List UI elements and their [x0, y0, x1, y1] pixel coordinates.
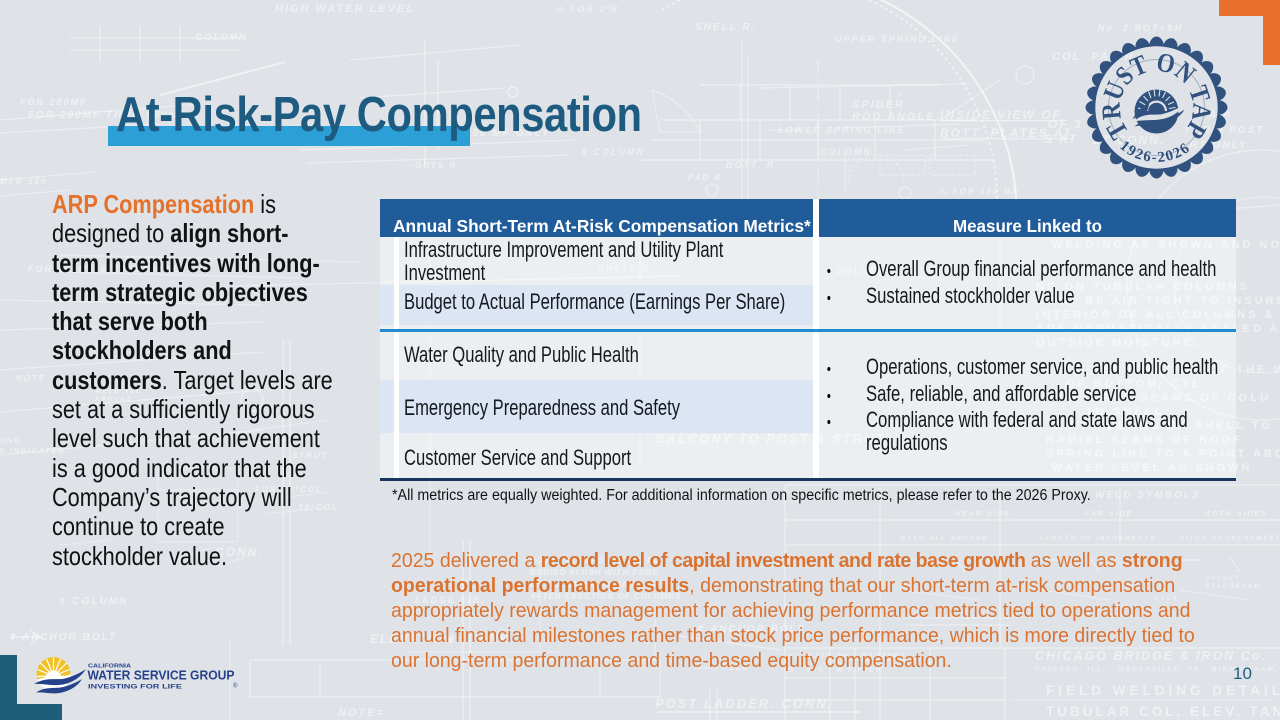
- svg-text:N A-A: N A-A: [1195, 109, 1232, 120]
- svg-text:0 INDICATED: 0 INDICATED: [0, 448, 65, 455]
- svg-text:NOTE: NOTE: [16, 374, 46, 383]
- svg-text:NEAR SIDE: NEAR SIDE: [955, 511, 1011, 518]
- svg-text:NG ON TUBULAR COLUMNS: NG ON TUBULAR COLUMNS: [1036, 281, 1250, 293]
- svg-text:OFFSET: OFFSET: [1205, 576, 1241, 582]
- svg-text:SPIDER: SPIDER: [852, 99, 905, 111]
- svg-text:TUBULAR COL. ELEV. TANK: TUBULAR COL. ELEV. TANK: [1046, 704, 1280, 719]
- svg-text:WELD SYMBOLS: WELD SYMBOLS: [1095, 490, 1201, 501]
- svg-text:¢ ANCHOR BOLT: ¢ ANCHOR BOLT: [10, 632, 117, 643]
- svg-text:COLUMN: COLUMN: [836, 266, 888, 276]
- svg-text:STRUT: STRUT: [292, 451, 329, 460]
- svg-text:OF COLUMN & REMAINDER: OF COLUMN & REMAINDER: [530, 580, 658, 589]
- svg-text:⅝/⅞: ⅝/⅞: [806, 667, 826, 674]
- svg-text:LEDGE LIB,: LEDGE LIB,: [415, 595, 486, 605]
- svg-text:RS ONLY: RS ONLY: [1190, 140, 1248, 151]
- svg-text:¢ ANCHOR BOLT: ¢ ANCHOR BOLT: [698, 624, 805, 635]
- svg-text:WELD ALL: WELD ALL: [95, 389, 142, 395]
- svg-text:CONN.: CONN.: [215, 545, 264, 559]
- svg-text:AFTER ERECTION OF COLUMNS: AFTER ERECTION OF COLUMNS: [529, 592, 681, 601]
- svg-text:TANK: TANK: [470, 632, 510, 646]
- svg-text:BOTT. R.: BOTT. R.: [726, 160, 780, 170]
- svg-text:OF: OF: [448, 636, 463, 645]
- svg-text:FAR SIDE: FAR SIDE: [1085, 511, 1133, 518]
- svg-text:SHELL R.: SHELL R.: [695, 22, 756, 33]
- svg-text:NOTE=: NOTE=: [338, 707, 385, 719]
- svg-text:MFG 150: MFG 150: [0, 177, 47, 186]
- svg-text:WATER SERVICE GROUP: WATER SERVICE GROUP: [88, 668, 235, 683]
- svg-text:OF BOTTOM, CYL: OF BOTTOM, CYL: [1066, 378, 1202, 390]
- svg-text:INVESTING FOR LIFE: INVESTING FOR LIFE: [88, 684, 182, 691]
- svg-text:HIGH WATER LEVEL: HIGH WATER LEVEL: [275, 3, 415, 15]
- svg-text:¼ FOR 150 MF: ¼ FOR 150 MF: [940, 187, 1019, 196]
- svg-text:AND GIRTH SEAMS OF COLU: AND GIRTH SEAMS OF COLU: [1045, 392, 1271, 404]
- svg-text:UND: UND: [0, 438, 21, 445]
- svg-text:FOR 200MF: FOR 200MF: [20, 97, 88, 107]
- svg-text:FOR 150 MF ONLY: FOR 150 MF ONLY: [433, 128, 551, 139]
- svg-text:SHELL R.: SHELL R.: [598, 263, 655, 273]
- svg-text:OUTS R.: OUTS R.: [415, 161, 461, 170]
- svg-text:FOR 9 POST: FOR 9 POST: [1185, 125, 1264, 136]
- svg-text:INTERIOR OF ALL COLUMNS &: INTERIOR OF ALL COLUMNS & STRUT: [1036, 309, 1280, 321]
- svg-text:RADIAL SEAMS OF ROOF: RADIAL SEAMS OF ROOF: [1046, 434, 1243, 446]
- svg-text:COLUMN: COLUMN: [196, 32, 248, 42]
- svg-text:BALCONY TO POST & STRUT: BALCONY TO POST & STRUT: [655, 431, 885, 446]
- svg-text:B: B: [788, 667, 795, 674]
- svg-text:FOR 150MF & 200MF ONLY: FOR 150MF & 200MF ONLY: [28, 264, 188, 274]
- svg-text:FIELD WELDING DETAILS: FIELD WELDING DETAILS: [1046, 683, 1280, 698]
- svg-text:GIRTH SEAMS OF SHELL TO: GIRTH SEAMS OF SHELL TO: [1052, 420, 1273, 432]
- svg-text:DATE: DATE: [808, 654, 832, 660]
- svg-text:PITCH OF INCREMENTS: PITCH OF INCREMENTS: [1180, 536, 1280, 542]
- svg-text:STAGGERED: STAGGERED: [1205, 584, 1261, 590]
- svg-text:WELD ALL AROUND: WELD ALL AROUND: [900, 536, 988, 542]
- svg-text:¢ COLUMN: ¢ COLUMN: [60, 596, 128, 607]
- svg-text:POST LADDERS ARE TO BE: POST LADDERS ARE TO BE: [530, 556, 660, 565]
- svg-text:TO SHELL: TO SHELL: [1086, 406, 1164, 418]
- svg-text:LOWER SPRING LINE: LOWER SPRING LINE: [778, 125, 906, 135]
- svg-text:NO: NO: [788, 654, 801, 660]
- svg-text:POST LADDER. CONN.: POST LADDER. CONN.: [655, 696, 833, 711]
- svg-text:CHICAGO BRIDGE & IRON Co.: CHICAGO BRIDGE & IRON Co.: [1035, 649, 1267, 663]
- svg-text:BURIED FLUSH WITH EDGE: BURIED FLUSH WITH EDGE: [530, 568, 659, 577]
- svg-text:SPRING LINE TO A POINT AB: SPRING LINE TO A POINT ABOVE: [1046, 448, 1280, 460]
- svg-text:®: ®: [233, 683, 238, 690]
- svg-text:CHICAGO, ILL. - GREENVILLE,: CHICAGO, ILL. - GREENVILLE, PA - BIRMING…: [1035, 666, 1280, 673]
- svg-text:FOR 200MF THRU 500MF: FOR 200MF THRU 500MF: [28, 110, 187, 121]
- svg-text:7P116: 7P116: [714, 662, 749, 672]
- svg-text:WATER LEVEL AS SHOWN: WATER LEVEL AS SHOWN: [1052, 462, 1252, 474]
- svg-text:30°COL: 30°COL: [298, 503, 339, 512]
- svg-text:AROUND: AROUND: [94, 397, 133, 403]
- svg-text:ST CONN.: ST CONN.: [1092, 133, 1165, 147]
- svg-text:S AT: S AT: [1044, 132, 1078, 146]
- svg-text:BOTH SIDES: BOTH SIDES: [1205, 511, 1268, 518]
- svg-text:WELDING AS SHOWN AND NOTED: WELDING AS SHOWN AND NOTED.: [1052, 239, 1280, 251]
- svg-text:CALIFORNIA: CALIFORNIA: [88, 664, 131, 670]
- svg-text:OF 3: OF 3: [1048, 117, 1083, 131]
- svg-text:FULL PENETRATION OF THE WE: FULL PENETRATION OF THE WELD: [1046, 364, 1280, 376]
- svg-text:REMARKS: REMARKS: [862, 654, 906, 660]
- svg-text:FOR 22°COL: FOR 22°COL: [255, 485, 323, 494]
- svg-text:ROD ANGLE: ROD ANGLE: [852, 111, 936, 123]
- svg-text:UPPER SPRING LINE: UPPER SPRING LINE: [835, 34, 960, 44]
- svg-text:W.F.F: W.F.F: [836, 667, 864, 674]
- svg-text:FTCA: FTCA: [1155, 596, 1179, 602]
- svg-text:BY: BY: [838, 654, 850, 660]
- svg-text:INSIDE VIEW OF: INSIDE VIEW OF: [940, 108, 1062, 122]
- svg-text:MUST BE AIR TIGHT TO INSU: MUST BE AIR TIGHT TO INSURE THA: [1036, 295, 1280, 307]
- svg-text:No. 2 BOT+SH: No. 2 BOT+SH: [1098, 23, 1183, 33]
- svg-text:COLOMN: COLOMN: [820, 147, 872, 157]
- svg-text:​REV​: ​REV​: [862, 667, 882, 674]
- svg-text:ELEVATION: ELEVATION: [370, 632, 455, 646]
- svg-text:½ FOR 2'R.: ½ FOR 2'R.: [556, 4, 624, 14]
- svg-text:¢ COLUMN: ¢ COLUMN: [582, 147, 645, 157]
- svg-text:LENGTH OF INCREMENTS: LENGTH OF INCREMENTS: [1040, 536, 1156, 542]
- svg-text:BOTT. PLATES AT: BOTT. PLATES AT: [940, 126, 1073, 140]
- svg-text:PAD B: PAD B: [688, 173, 722, 182]
- svg-text:OUTSIDE MOISTURE.: OUTSIDE MOISTURE.: [1036, 337, 1200, 349]
